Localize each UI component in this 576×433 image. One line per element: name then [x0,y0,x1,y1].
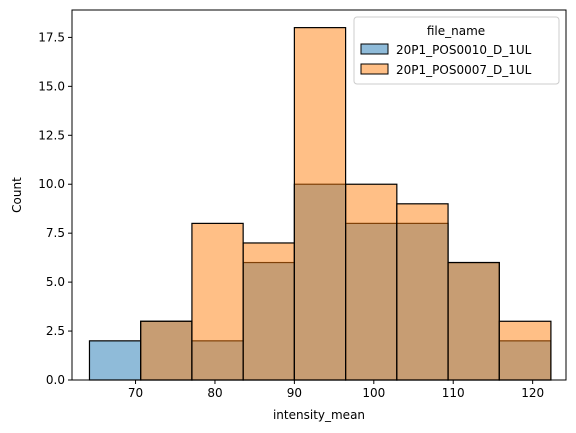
y-tick-label: 7.5 [46,226,65,240]
x-tick-label: 70 [128,386,143,400]
x-axis-label: intensity_mean [273,408,365,422]
legend-swatch [360,63,389,75]
x-axis-ticks: 70 80 90 100 110 120 [128,380,544,400]
y-tick-label: 10.0 [38,177,65,191]
y-tick-label: 2.5 [46,324,65,338]
y-axis-label: Count [10,177,24,213]
x-tick-label: 110 [442,386,465,400]
histogram-bar [88,340,142,381]
legend-title: file_name [427,24,485,38]
legend-box [353,16,560,85]
y-axis-ticks: 0.0 2.5 5.0 7.5 10.0 12.5 15.0 17.5 [38,30,72,387]
histogram-bar [293,27,347,381]
x-tick-label: 100 [362,386,385,400]
y-tick-label: 15.0 [38,79,65,93]
histogram-bar [396,203,449,381]
x-tick-label: 90 [287,386,302,400]
y-tick-label: 0.0 [46,373,65,387]
legend-entries: 20P1_POS0010_D_1UL 20P1_POS0007_D_1UL [360,43,532,77]
y-tick-label: 17.5 [38,30,65,44]
histogram-bar [447,261,500,381]
legend-entry-label: 20P1_POS0010_D_1UL [396,43,532,57]
legend-swatch [360,43,389,55]
histogram-bar [345,183,398,381]
x-tick-label: 80 [207,386,222,400]
histogram-bar [191,222,244,381]
legend-entry-label: 20P1_POS0007_D_1UL [396,63,532,77]
y-tick-label: 12.5 [38,128,65,142]
histogram-bar [498,320,552,381]
series-2-bars [140,27,552,381]
x-tick-label: 120 [521,386,544,400]
legend: file_name 20P1_POS0010_D_1UL 20P1_POS0007… [353,16,560,85]
y-tick-label: 5.0 [46,275,65,289]
histogram-bar [242,242,295,381]
histogram-bar [140,320,193,381]
plot-area-frame [71,9,567,381]
